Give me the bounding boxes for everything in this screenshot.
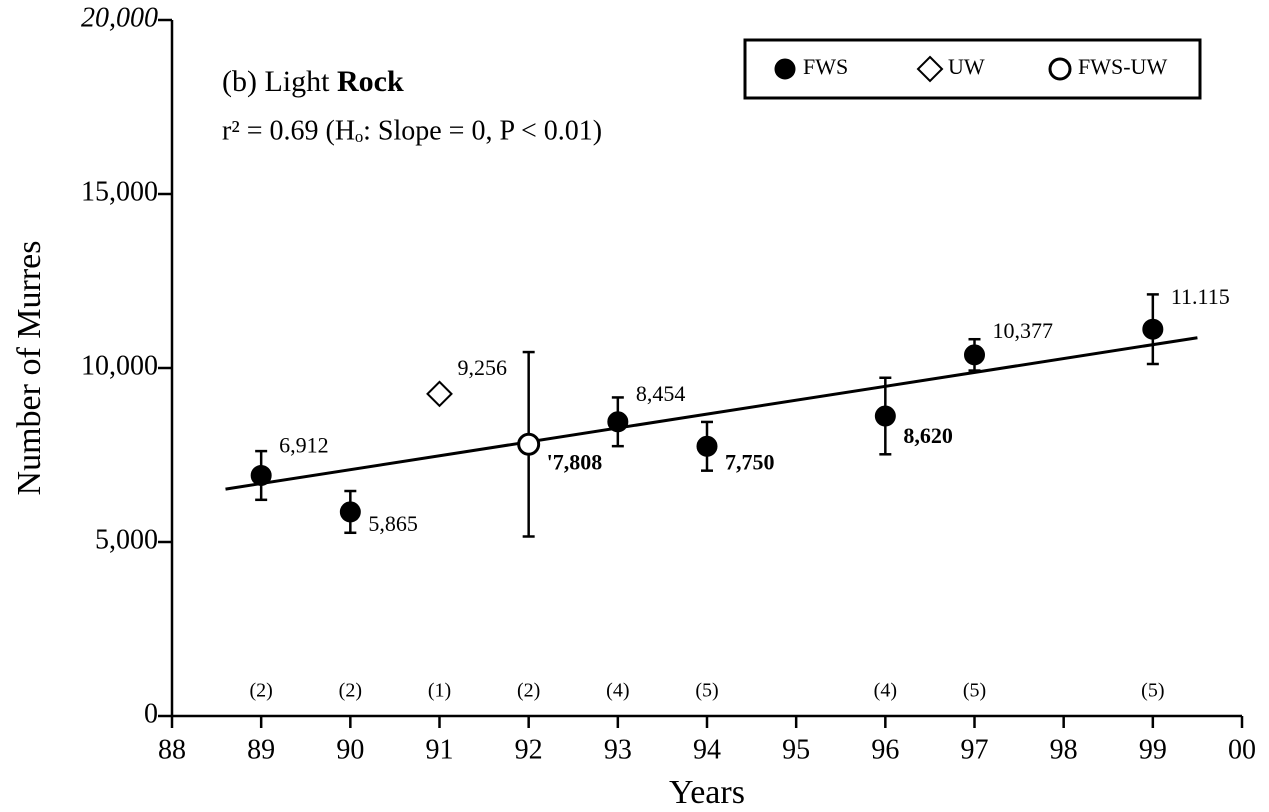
fit-line xyxy=(225,336,1198,491)
legend-label: FWS-UW xyxy=(1078,54,1167,79)
sample-size: (2) xyxy=(517,680,540,702)
sample-size: (2) xyxy=(250,680,273,702)
marker xyxy=(874,405,896,427)
marker xyxy=(426,380,453,408)
x-tick-label: 92 xyxy=(515,734,543,765)
sample-size: (5) xyxy=(963,680,986,702)
chart-title: (b) Light Rock xyxy=(222,65,404,98)
legend-label: FWS xyxy=(803,54,848,79)
title-part: Rock xyxy=(337,65,404,98)
sample-size: (1) xyxy=(428,680,451,702)
marker xyxy=(250,464,272,486)
x-tick-label: 93 xyxy=(604,734,632,765)
marker xyxy=(774,58,796,80)
data-label: 5,865 xyxy=(368,511,418,536)
sample-size: (4) xyxy=(606,680,629,702)
data-label: 10,377 xyxy=(993,318,1054,343)
x-tick-label: 91 xyxy=(426,734,454,765)
legend-label: UW xyxy=(948,54,985,79)
x-tick-label: 96 xyxy=(871,734,899,765)
x-tick-label: 97 xyxy=(961,734,989,765)
data-label: 7,750 xyxy=(725,449,775,474)
title-part: (b) Light xyxy=(222,65,337,98)
data-label: 11.115 xyxy=(1171,284,1230,309)
x-tick-label: 88 xyxy=(158,734,186,765)
x-tick-label: 95 xyxy=(782,734,810,765)
y-axis-label: Number of Murres xyxy=(11,241,48,496)
sample-size: (5) xyxy=(695,680,718,702)
marker xyxy=(964,344,985,366)
data-label: 8,454 xyxy=(636,381,686,406)
x-tick-label: 89 xyxy=(247,734,275,765)
x-tick-label: 99 xyxy=(1139,734,1167,765)
marker xyxy=(916,55,944,83)
x-tick-label: 94 xyxy=(693,734,721,765)
data-label: '7,808 xyxy=(547,449,603,474)
marker xyxy=(1142,318,1164,340)
marker xyxy=(607,411,629,433)
x-axis-label: Years xyxy=(669,774,745,811)
annotation: r² = 0.69 (Hₒ: Slope = 0, P < 0.01) xyxy=(222,115,602,146)
marker xyxy=(1048,57,1072,81)
x-tick-label: 98 xyxy=(1050,734,1078,765)
marker xyxy=(696,435,718,457)
data-label: 6,912 xyxy=(279,433,329,458)
y-tick-label: 5,000 xyxy=(95,524,158,555)
y-tick-label: 10,000 xyxy=(81,350,158,381)
data-label: 8,620 xyxy=(903,423,953,448)
legend-box xyxy=(743,38,1202,100)
marker xyxy=(339,501,361,523)
sample-size: (4) xyxy=(874,680,897,702)
sample-size: (2) xyxy=(339,680,362,702)
y-tick-label: 15,000 xyxy=(81,176,158,207)
y-tick-label: 0 xyxy=(144,698,158,729)
sample-size: (5) xyxy=(1141,680,1164,702)
data-label: 9,256 xyxy=(458,355,508,380)
x-tick-label: 00 xyxy=(1228,734,1256,765)
y-tick-label: 20,000 xyxy=(81,2,158,33)
x-tick-label: 90 xyxy=(336,734,364,765)
marker xyxy=(517,432,541,456)
